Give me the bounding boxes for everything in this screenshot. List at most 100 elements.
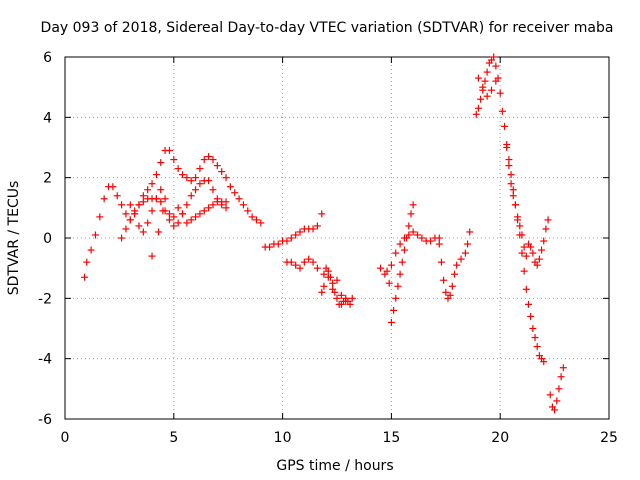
data-point xyxy=(533,261,541,269)
data-point xyxy=(100,195,108,203)
data-point xyxy=(252,216,260,224)
data-point xyxy=(324,267,332,275)
data-point xyxy=(187,216,195,224)
data-point xyxy=(442,288,450,296)
data-point xyxy=(466,228,474,236)
data-point xyxy=(505,162,513,170)
data-point xyxy=(139,192,147,200)
data-point xyxy=(498,107,506,115)
data-point xyxy=(414,231,422,239)
data-point xyxy=(305,255,313,263)
data-point xyxy=(448,282,456,290)
data-point xyxy=(396,240,404,248)
data-point xyxy=(126,216,134,224)
data-point xyxy=(113,192,121,200)
data-point xyxy=(200,156,208,164)
data-point xyxy=(283,237,291,245)
x-tick-label: 5 xyxy=(169,430,178,446)
data-point xyxy=(529,249,537,257)
data-point xyxy=(337,291,345,299)
data-point xyxy=(187,177,195,185)
data-point xyxy=(522,285,530,293)
data-point xyxy=(501,122,509,130)
data-point xyxy=(170,222,178,230)
data-point xyxy=(346,300,354,308)
data-point xyxy=(487,86,495,94)
data-point xyxy=(457,255,465,263)
data-point xyxy=(257,219,265,227)
data-point xyxy=(152,195,160,203)
data-point xyxy=(516,222,524,230)
data-point xyxy=(109,183,117,191)
data-point xyxy=(174,219,182,227)
data-point xyxy=(239,201,247,209)
data-point xyxy=(509,186,517,194)
data-point xyxy=(83,258,91,266)
data-point xyxy=(157,186,165,194)
data-point xyxy=(174,165,182,173)
data-point xyxy=(222,198,230,206)
data-point xyxy=(557,373,565,381)
data-point xyxy=(538,246,546,254)
data-point xyxy=(296,264,304,272)
data-point xyxy=(490,53,498,61)
data-point xyxy=(192,186,200,194)
data-point xyxy=(148,180,156,188)
data-point xyxy=(266,243,274,251)
data-point xyxy=(348,294,356,302)
data-point xyxy=(509,192,517,200)
data-point xyxy=(161,195,169,203)
data-point xyxy=(226,183,234,191)
data-point xyxy=(527,243,535,251)
data-point xyxy=(287,258,295,266)
data-point xyxy=(407,210,415,218)
data-point xyxy=(518,231,526,239)
data-point xyxy=(400,246,408,254)
data-point xyxy=(196,165,204,173)
data-point xyxy=(483,68,491,76)
data-point xyxy=(483,92,491,100)
data-point xyxy=(496,89,504,97)
y-tick-label: -4 xyxy=(38,352,52,368)
data-point xyxy=(405,231,413,239)
x-tick-label: 10 xyxy=(274,430,292,446)
data-point xyxy=(122,210,130,218)
data-point xyxy=(481,77,489,85)
data-point xyxy=(179,171,187,179)
data-point xyxy=(309,225,317,233)
data-point xyxy=(209,201,217,209)
data-point xyxy=(479,83,487,91)
data-point xyxy=(464,240,472,248)
data-point xyxy=(157,198,165,206)
data-point xyxy=(394,282,402,290)
data-point xyxy=(122,225,130,233)
data-point xyxy=(296,228,304,236)
axis-ticks: 0 5 10 15 20 25 -6 -4 -2 0 2 4 6 xyxy=(38,50,618,446)
data-point xyxy=(333,276,341,284)
data-point xyxy=(196,210,204,218)
data-point xyxy=(205,204,213,212)
data-point xyxy=(385,279,393,287)
x-tick-label: 25 xyxy=(600,430,618,446)
data-point xyxy=(152,171,160,179)
data-point xyxy=(324,273,332,281)
data-point xyxy=(551,406,559,414)
data-point xyxy=(333,294,341,302)
data-point xyxy=(165,147,173,155)
data-point xyxy=(165,210,173,218)
data-point xyxy=(383,267,391,275)
data-point xyxy=(409,201,417,209)
data-point xyxy=(135,222,143,230)
data-point xyxy=(309,258,317,266)
data-point xyxy=(540,237,548,245)
data-point xyxy=(520,267,528,275)
data-point xyxy=(205,153,213,161)
data-point xyxy=(235,195,243,203)
data-point xyxy=(157,159,165,167)
data-point xyxy=(405,222,413,230)
data-point xyxy=(446,291,454,299)
data-point xyxy=(174,204,182,212)
data-point xyxy=(477,95,485,103)
data-point xyxy=(492,62,500,70)
data-point xyxy=(520,243,528,251)
